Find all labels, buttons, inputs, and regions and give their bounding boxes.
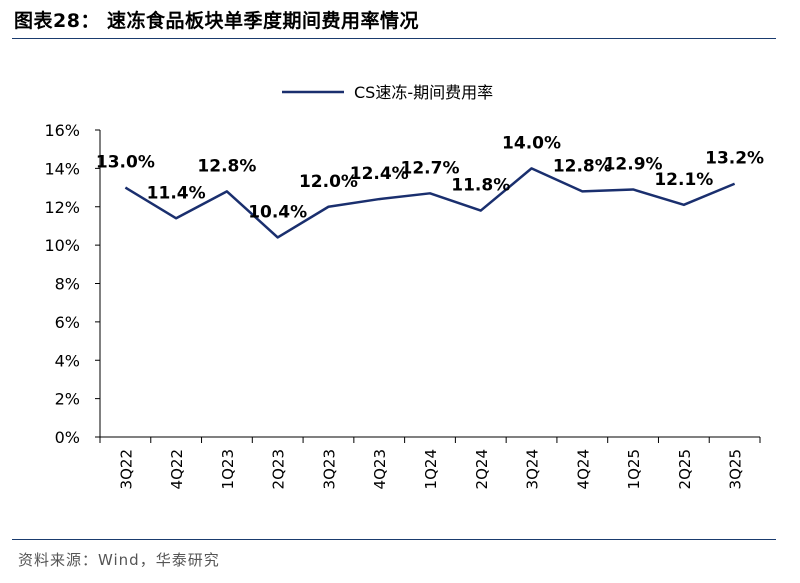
y-tick-label: 10% [44, 236, 80, 255]
title-rule [12, 38, 776, 39]
source-note: 资料来源：Wind，华泰研究 [18, 551, 220, 569]
data-label: 12.8% [197, 156, 256, 176]
y-tick-label: 16% [44, 121, 80, 140]
series-line [124, 167, 736, 239]
data-label: 10.4% [248, 202, 307, 222]
x-tick-label: 2Q25 [676, 449, 694, 489]
x-tick-label: 1Q23 [219, 449, 237, 489]
data-label: 13.2% [705, 149, 764, 169]
data-label: 12.1% [654, 170, 713, 190]
y-tick-label: 0% [55, 428, 80, 447]
data-label: 12.7% [401, 158, 460, 178]
data-label: 12.9% [604, 154, 663, 174]
legend-label: CS速冻-期间费用率 [354, 83, 493, 102]
data-label: 14.0% [502, 133, 561, 153]
data-label: 12.0% [299, 172, 358, 192]
x-tick-label: 3Q22 [117, 449, 135, 489]
x-tick-label: 3Q24 [524, 449, 542, 489]
x-tick-label: 1Q25 [625, 449, 643, 489]
figure-title: 图表28： 速冻食品板块单季度期间费用率情况 [14, 10, 420, 32]
data-label: 11.4% [147, 183, 206, 203]
x-tick-label: 3Q23 [320, 449, 338, 489]
y-tick-label: 14% [44, 159, 80, 178]
data-label: 12.4% [350, 164, 409, 184]
y-tick-label: 4% [55, 351, 80, 370]
x-tick-label: 3Q25 [727, 449, 745, 489]
data-label: 13.0% [96, 153, 155, 173]
x-tick-label: 2Q24 [473, 449, 491, 489]
source-rule [12, 539, 776, 540]
data-label: 12.8% [553, 156, 612, 176]
y-tick-label: 6% [55, 313, 80, 332]
y-tick-label: 12% [44, 198, 80, 217]
data-label: 11.8% [451, 176, 510, 196]
y-tick-label: 8% [55, 275, 80, 294]
x-tick-label: 2Q23 [270, 449, 288, 489]
y-tick-label: 2% [55, 390, 80, 409]
x-tick-label: 4Q23 [371, 449, 389, 489]
x-tick-label: 1Q24 [422, 449, 440, 489]
x-tick-label: 4Q22 [168, 449, 186, 489]
x-tick-label: 4Q24 [574, 449, 592, 489]
